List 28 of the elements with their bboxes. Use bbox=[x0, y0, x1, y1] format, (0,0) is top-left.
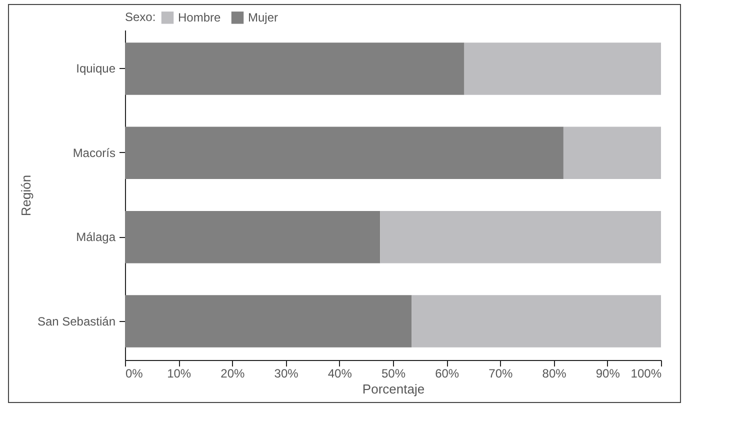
x-tick-label: 100% bbox=[630, 366, 662, 380]
x-tick-label: 40% bbox=[328, 366, 352, 380]
y-tick-label: Málaga bbox=[76, 230, 116, 244]
legend-label: Mujer bbox=[248, 10, 278, 25]
bar bbox=[125, 295, 412, 348]
x-tick-label: 10% bbox=[167, 366, 192, 380]
bar bbox=[412, 295, 661, 348]
x-tick-label: 30% bbox=[274, 366, 299, 380]
x-tick-label: 0% bbox=[126, 366, 144, 380]
bar bbox=[563, 126, 661, 180]
bar bbox=[464, 42, 661, 95]
bar bbox=[380, 210, 661, 264]
bar bbox=[125, 126, 564, 180]
x-tick-label: 50% bbox=[381, 366, 406, 380]
x-tick-label: 20% bbox=[220, 366, 246, 380]
legend-label: Hombre bbox=[178, 10, 222, 25]
bar bbox=[125, 42, 464, 95]
bar bbox=[125, 210, 380, 264]
x-axis-title: Porcentaje bbox=[362, 382, 425, 396]
x-tick-label: 90% bbox=[596, 366, 620, 380]
y-axis-title: Región bbox=[18, 174, 34, 216]
x-tick-label: 80% bbox=[542, 366, 567, 380]
x-tick-label: 70% bbox=[488, 366, 514, 380]
y-tick-label: Iquique bbox=[76, 62, 116, 76]
y-tick-label: Macorís bbox=[72, 146, 116, 160]
legend-title: Sexo: bbox=[125, 10, 156, 24]
y-tick-label: San Sebastián bbox=[37, 314, 116, 328]
x-tick-label: 60% bbox=[435, 366, 460, 380]
